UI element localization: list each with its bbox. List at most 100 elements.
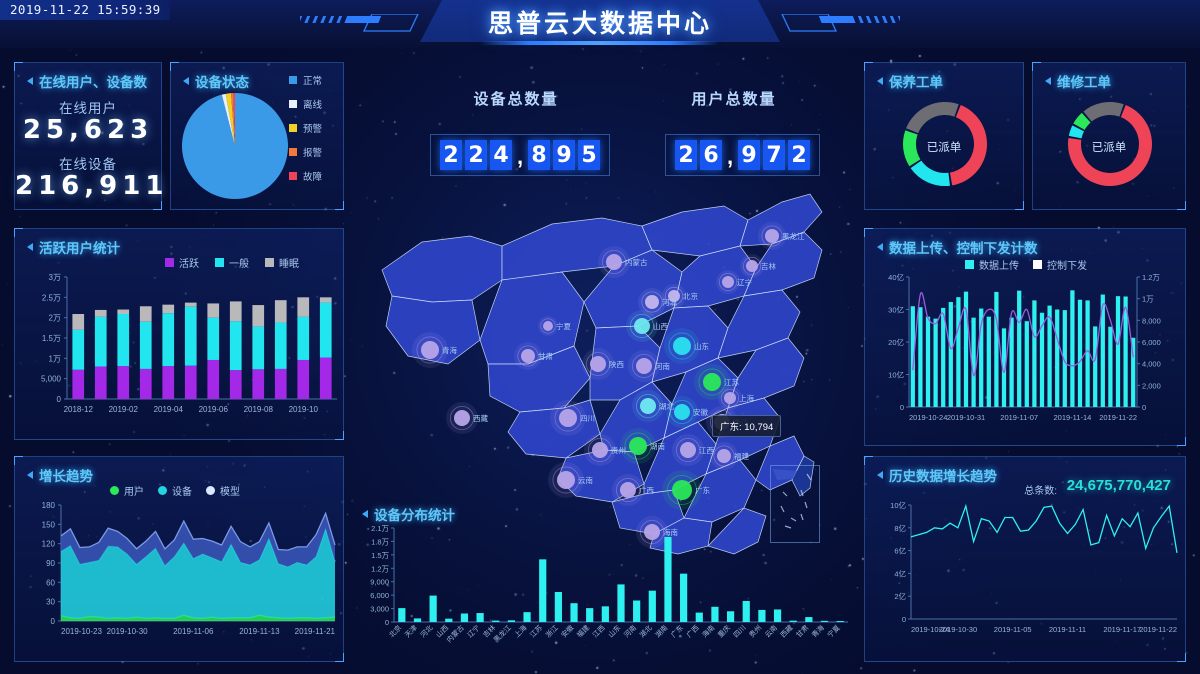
svg-text:1.5万: 1.5万 — [42, 334, 61, 343]
svg-text:6,000: 6,000 — [1142, 338, 1161, 347]
svg-text:8亿: 8亿 — [894, 523, 906, 533]
svg-text:贵州: 贵州 — [611, 445, 626, 455]
panel-title-growth-trend: 增长趋势 — [27, 465, 93, 485]
panel-title-maintenance-text: 保养工单 — [889, 75, 943, 90]
title-underline — [481, 41, 719, 45]
counter-digit: 5 — [578, 140, 600, 170]
svg-text:180: 180 — [42, 501, 56, 510]
panel-title-active-users-text: 活跃用户统计 — [39, 241, 120, 256]
svg-text:2018-12: 2018-12 — [64, 405, 94, 414]
svg-text:2019-11-22: 2019-11-22 — [1099, 413, 1137, 422]
legend-label: 控制下发 — [1047, 261, 1087, 272]
svg-text:0: 0 — [1142, 403, 1146, 412]
svg-text:江西: 江西 — [699, 446, 714, 455]
svg-text:0: 0 — [385, 618, 389, 627]
svg-text:青海: 青海 — [810, 623, 826, 639]
svg-text:江西: 江西 — [591, 624, 607, 640]
active-users-bar-chart[interactable]: 0 5,000 1万 1.5万 2万 2.5万 3万 2018-12 2019-02 2019-0… — [15, 269, 345, 437]
panel-title-maintenance: 保养工单 — [877, 71, 943, 91]
svg-text:2019-11-21: 2019-11-21 — [295, 627, 336, 636]
svg-text:1.8万: 1.8万 — [371, 537, 389, 546]
panel-title-data-upload-text: 数据上传、控制下发计数 — [889, 241, 1038, 256]
svg-text:0: 0 — [902, 615, 906, 624]
svg-text:云南: 云南 — [763, 623, 779, 639]
svg-text:上海: 上海 — [739, 393, 754, 403]
svg-text:广东: 广东 — [669, 623, 685, 639]
svg-text:河南: 河南 — [622, 623, 638, 639]
svg-text:浙江: 浙江 — [544, 623, 560, 639]
svg-text:2019-10-24: 2019-10-24 — [911, 625, 949, 634]
svg-text:辽宁: 辽宁 — [737, 277, 752, 287]
growth-trend-area-chart[interactable]: 0 30 60 90 120 150 180 2019-10-23 2019-10-30 2019… — [15, 497, 345, 659]
legend-swatch-icon — [265, 258, 274, 267]
svg-text:宁夏: 宁夏 — [825, 623, 841, 639]
svg-text:0: 0 — [51, 617, 56, 626]
svg-text:5,000: 5,000 — [41, 375, 62, 384]
triangle-marker-icon — [1045, 77, 1051, 85]
legend-label: 正常 — [303, 76, 323, 87]
repair-donut-chart[interactable] — [1060, 89, 1160, 199]
device-total-block: 设备总数量 — [430, 88, 602, 109]
device-status-pie-chart[interactable] — [179, 89, 291, 203]
maintenance-donut-chart[interactable] — [895, 89, 995, 199]
svg-text:3,000: 3,000 — [370, 605, 389, 614]
svg-text:10亿: 10亿 — [890, 500, 906, 510]
svg-text:江苏: 江苏 — [724, 377, 739, 387]
triangle-marker-icon — [27, 471, 33, 479]
svg-text:福建: 福建 — [734, 451, 749, 461]
svg-text:四川: 四川 — [732, 624, 748, 640]
svg-text:8,000: 8,000 — [1142, 316, 1161, 325]
svg-text:辽宁: 辽宁 — [465, 623, 481, 639]
svg-text:10亿: 10亿 — [888, 370, 904, 380]
map-inset-southsea — [770, 465, 820, 543]
svg-text:海南: 海南 — [700, 623, 716, 639]
svg-text:山东: 山东 — [694, 341, 709, 351]
svg-text:2019-10-31: 2019-10-31 — [947, 413, 985, 422]
svg-text:2019-11-06: 2019-11-06 — [173, 627, 214, 636]
counter-digit: 2 — [788, 140, 810, 170]
svg-text:120: 120 — [42, 540, 56, 549]
legend-swatch-icon — [206, 486, 215, 495]
data-upload-legend-item: 控制下发 — [1033, 257, 1087, 272]
svg-text:2.5万: 2.5万 — [42, 293, 61, 302]
svg-text:广东: 广东 — [695, 485, 710, 495]
user-total-block: 用户总数量 — [648, 88, 820, 109]
svg-text:福建: 福建 — [575, 623, 591, 639]
legend-swatch-icon — [289, 100, 297, 108]
svg-text:2019-10: 2019-10 — [289, 405, 319, 414]
svg-text:1万: 1万 — [1142, 295, 1154, 304]
data-upload-chart[interactable]: 0 10亿 20亿 30亿 40亿 0 2,000 4,000 6,000 8,000 1万 1.2万… — [865, 271, 1187, 445]
svg-text:30: 30 — [46, 598, 55, 607]
svg-text:2万: 2万 — [49, 314, 61, 323]
svg-text:2019-02: 2019-02 — [109, 405, 139, 414]
svg-text:河南: 河南 — [655, 361, 670, 371]
panel-title-online: 在线用户、设备数 — [27, 71, 147, 91]
svg-text:山东: 山东 — [606, 623, 622, 639]
svg-text:3万: 3万 — [49, 273, 61, 282]
china-map[interactable]: 内蒙古北京河北山西山东河南江苏上海浙江安徽湖北湖南江西福建广东广西海南贵州云南四… — [352, 150, 852, 580]
timestamp: 2019-11-22 15:59:39 — [0, 0, 170, 20]
panel-title-growth-trend-text: 增长趋势 — [39, 469, 93, 484]
svg-text:2019-06: 2019-06 — [199, 405, 229, 414]
counter-digit: 9 — [738, 140, 760, 170]
panel-title-device-status-text: 设备状态 — [195, 75, 249, 90]
svg-text:2019-11-14: 2019-11-14 — [1053, 413, 1091, 422]
panel-title-history-trend-text: 历史数据增长趋势 — [889, 469, 997, 484]
legend-label: 预警 — [303, 124, 323, 135]
svg-text:40亿: 40亿 — [888, 272, 904, 282]
svg-text:内蒙古: 内蒙古 — [625, 257, 648, 267]
panel-device-status: 设备状态 正常 离线 预警 报警 故障 — [170, 62, 344, 210]
panel-history-trend: 历史数据增长趋势 总条数: 24,675,770,427 0 2亿 4亿 6亿 8亿 10… — [864, 456, 1186, 662]
svg-text:2019-11-11: 2019-11-11 — [1049, 625, 1086, 634]
panel-repair-order: 维修工单 已派单 — [1032, 62, 1186, 210]
svg-text:2019-11-22: 2019-11-22 — [1139, 625, 1177, 634]
counter-digit: 9 — [553, 140, 575, 170]
online-users-label: 在线用户 — [59, 101, 117, 116]
svg-text:90: 90 — [46, 559, 55, 568]
panel-title-online-text: 在线用户、设备数 — [39, 75, 147, 90]
active-users-legend-item: 睡眠 — [265, 255, 299, 270]
svg-text:4,000: 4,000 — [1142, 360, 1161, 369]
active-users-legend-item: 活跃 — [165, 255, 199, 270]
